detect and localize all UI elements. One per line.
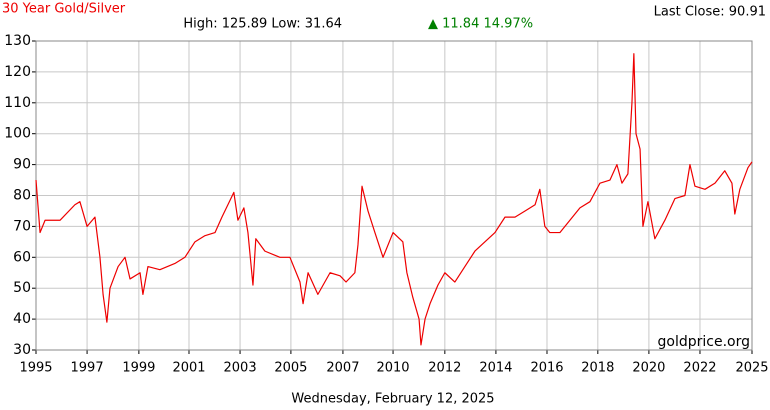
change: ▲ 11.84 14.97% [428,17,533,32]
y-tick-label: 30 [13,342,31,358]
x-tick-label: 2012 [428,361,461,376]
price-line [35,53,753,346]
last-close: Last Close: 90.91 [654,5,766,20]
x-tick-label: 2025 [735,361,768,376]
y-tick-label: 100 [4,126,31,142]
y-tick-label: 120 [4,64,31,80]
x-tick-label: 2022 [683,361,716,376]
plot-border [35,40,753,351]
footer-date: Wednesday, February 12, 2025 [291,392,494,407]
y-tick-label: 40 [13,311,31,327]
x-tick-label: 1995 [19,361,52,376]
x-tick-label: 2003 [224,361,257,376]
x-tick-label: 2016 [530,361,563,376]
chart-title: 30 Year Gold/Silver [2,2,126,17]
y-tick-label: 50 [13,280,31,296]
y-tick-label: 60 [13,249,31,265]
x-tick-label: 1997 [71,361,104,376]
y-tick-label: 110 [4,95,31,111]
x-tick-label: 2014 [479,361,512,376]
y-tick-label: 90 [13,157,31,173]
high-low: High: 125.89 Low: 31.64 [183,17,342,32]
x-tick-label: 2001 [172,361,205,376]
x-tick-label: 2005 [274,361,307,376]
x-tick-label: 2007 [326,361,359,376]
x-tick-label: 2018 [581,361,614,376]
y-tick-label: 130 [4,33,31,49]
x-tick-label: 1999 [122,361,155,376]
x-tick-label: 2010 [376,361,409,376]
y-tick-label: 70 [13,218,31,234]
x-tick-label: 2020 [632,361,665,376]
watermark: goldprice.org [658,334,750,350]
y-tick-label: 80 [13,188,31,204]
